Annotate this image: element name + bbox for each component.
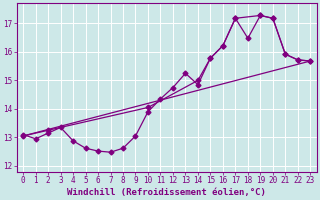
X-axis label: Windchill (Refroidissement éolien,°C): Windchill (Refroidissement éolien,°C) (67, 188, 266, 197)
